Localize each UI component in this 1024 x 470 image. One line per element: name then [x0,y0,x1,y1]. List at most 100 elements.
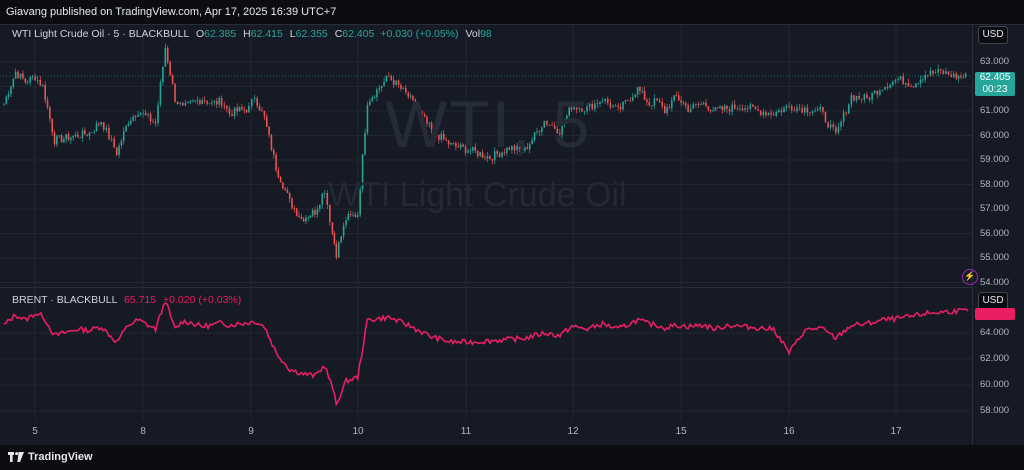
candle-body [154,122,157,124]
candle-body [326,192,329,205]
candle-body [56,136,58,145]
candle-body [213,101,216,103]
candle-body [77,134,79,138]
candle-body [945,71,947,74]
candle-body [95,123,98,132]
candle-body [873,90,876,94]
time-tick-label: 11 [460,426,472,437]
candle-body [855,95,858,101]
candle-body [942,70,945,74]
candle-body [678,95,680,101]
candle-body [536,131,538,133]
candle-body [702,102,705,105]
candle-body [199,100,201,104]
candle-body [790,106,793,110]
candle-body [333,233,336,245]
candle-body [91,132,93,133]
candle-body [305,217,307,222]
candle-body [361,154,364,190]
brent-line[interactable] [3,302,969,407]
brent-legend[interactable]: BRENT · BLACKBULL 65.715 +0.020 (+0.03%) [12,294,241,306]
candle-body [36,79,39,81]
candle-body [937,68,939,73]
candle-body [486,156,489,159]
candle-body [845,112,848,114]
candle-body [122,131,125,141]
candle-body [139,113,142,115]
candle-body [496,151,498,154]
candle-body [17,71,19,78]
candle-body [144,112,147,115]
candle-body [714,107,717,111]
candle-body [241,107,243,110]
candle-body [286,189,289,194]
candle-body [323,192,326,194]
candle-body [272,150,275,155]
candle-body [905,82,907,85]
candle-body [726,105,728,110]
candle-body [563,121,566,124]
candle-body [12,78,15,87]
tradingview-logo-icon [8,452,24,462]
candle-body [243,109,246,111]
candle-body [400,85,402,89]
candle-body [171,75,174,84]
candle-body [416,107,419,111]
candle-body [952,73,955,78]
brent-title[interactable]: BRENT · BLACKBULL [12,294,118,306]
candle-body [570,107,573,110]
candle-body [591,103,594,110]
candle-body [187,101,189,103]
candle-body [105,127,108,130]
candle-body [385,75,388,82]
candle-body [248,106,250,113]
price-tick-label: 58.000 [980,405,1010,416]
candle-body [258,105,261,111]
wti-currency-button[interactable]: USD [978,26,1008,44]
candle-body [284,188,286,190]
candle-body [752,104,754,107]
candle-body [656,98,658,101]
candle-body [228,108,231,114]
wti-title[interactable]: WTI Light Crude Oil · 5 · BLACKBULL [12,28,190,40]
candle-body [588,103,591,107]
candle-body [29,76,32,83]
candle-body [383,81,385,86]
candle-body [731,104,733,112]
candle-body [503,152,506,154]
candle-body [575,107,578,110]
candle-body [472,146,474,151]
candle-body [137,114,139,117]
candle-body [939,68,942,71]
candle-body [337,242,340,258]
candle-body [70,137,72,141]
candle-body [749,104,752,110]
candle-body [521,148,524,151]
candle-body [924,74,927,80]
candle-body [860,98,863,100]
brent-change: +0.020 (+0.03%) [163,294,242,306]
candle-body [822,107,824,112]
candle-body [739,108,741,110]
candle-body [639,87,641,92]
candle-body [349,214,352,215]
candle-body [347,214,350,221]
candle-body [51,118,53,133]
chart-area[interactable] [0,24,1024,445]
candle-body [395,80,397,85]
bolt-icon[interactable]: ⚡ [962,269,978,285]
candle-body [847,104,850,114]
candle-body [236,107,239,112]
candle-body [778,110,780,113]
candle-body [86,134,88,136]
candle-body [653,98,656,106]
candle-body [3,103,5,105]
candle-body [314,210,316,215]
candle-body [211,102,213,104]
candle-body [835,127,837,133]
candle-body [298,215,300,218]
wti-legend[interactable]: WTI Light Crude Oil · 5 · BLACKBULL O62.… [12,28,492,40]
candle-body [397,80,400,86]
candle-body [226,106,228,109]
